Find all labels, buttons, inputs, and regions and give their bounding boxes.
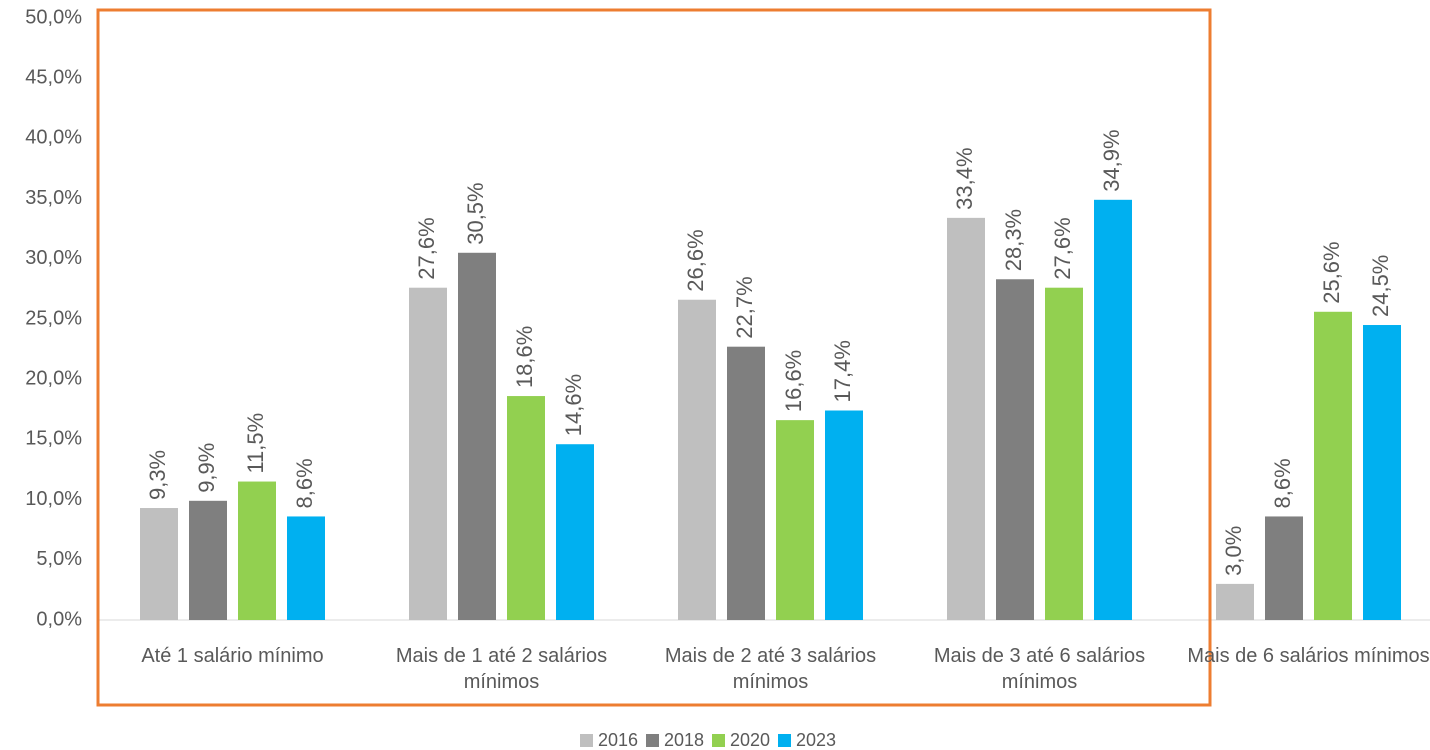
data-label: 30,5% — [463, 182, 488, 244]
bar — [1216, 583, 1254, 620]
y-tick-label: 45,0% — [25, 66, 82, 88]
bar — [727, 346, 765, 620]
bar — [189, 500, 227, 620]
bar — [556, 444, 594, 620]
data-label: 27,6% — [414, 217, 439, 279]
data-label: 25,6% — [1319, 241, 1344, 303]
y-tick-label: 50,0% — [25, 6, 82, 28]
y-tick-label: 5,0% — [36, 548, 82, 570]
data-label: 9,3% — [145, 450, 170, 500]
x-tick-label: Mais de 2 até 3 salários mínimos — [664, 645, 877, 693]
x-tick-label: Mais de 6 salários mínimos — [1187, 645, 1430, 667]
bar — [947, 217, 985, 620]
data-label: 14,6% — [561, 374, 586, 436]
data-label: 28,3% — [1001, 209, 1026, 271]
y-tick-label: 40,0% — [25, 127, 82, 149]
legend-swatch — [646, 734, 659, 747]
highlight-box — [96, 8, 1212, 707]
legend-label: 2023 — [796, 730, 836, 750]
bar — [287, 516, 325, 620]
data-label: 8,6% — [1270, 458, 1295, 508]
data-label: 17,4% — [830, 340, 855, 402]
data-label: 33,4% — [952, 147, 977, 209]
bar — [458, 252, 496, 620]
bar — [1363, 325, 1401, 620]
y-tick-label: 0,0% — [36, 608, 82, 630]
bar — [1045, 287, 1083, 620]
data-label: 24,5% — [1368, 255, 1393, 317]
y-tick-label: 35,0% — [25, 187, 82, 209]
y-tick-label: 20,0% — [25, 367, 82, 389]
x-tick-label: Mais de 3 até 6 salários mínimos — [933, 645, 1146, 693]
y-tick-label: 15,0% — [25, 428, 82, 450]
bar — [678, 299, 716, 620]
data-label: 3,0% — [1221, 526, 1246, 576]
x-tick-label: Até 1 salário mínimo — [141, 645, 324, 667]
bar — [140, 508, 178, 620]
data-label: 22,7% — [732, 276, 757, 338]
legend-label: 2018 — [664, 730, 704, 750]
legend-swatch — [580, 734, 593, 747]
bar — [1314, 311, 1352, 620]
bar — [238, 481, 276, 620]
data-label: 9,9% — [194, 443, 219, 493]
data-label: 8,6% — [292, 458, 317, 508]
data-label: 34,9% — [1099, 129, 1124, 191]
bar — [825, 410, 863, 620]
y-tick-label: 25,0% — [25, 307, 82, 329]
data-label: 11,5% — [243, 413, 268, 474]
x-tick-label: Mais de 1 até 2 salários mínimos — [395, 645, 608, 693]
data-label: 18,6% — [512, 326, 537, 388]
y-tick-label: 30,0% — [25, 247, 82, 269]
legend-label: 2016 — [598, 730, 638, 750]
legend-label: 2020 — [730, 730, 770, 750]
bar — [507, 396, 545, 620]
data-label: 26,6% — [683, 229, 708, 291]
bar — [996, 279, 1034, 620]
data-label: 16,6% — [781, 350, 806, 412]
bar — [1265, 516, 1303, 620]
legend-swatch — [712, 734, 725, 747]
bar — [409, 287, 447, 620]
legend-swatch — [778, 734, 791, 747]
y-tick-label: 10,0% — [25, 488, 82, 510]
bar — [776, 420, 814, 620]
bar — [1094, 199, 1132, 620]
data-label: 27,6% — [1050, 217, 1075, 279]
